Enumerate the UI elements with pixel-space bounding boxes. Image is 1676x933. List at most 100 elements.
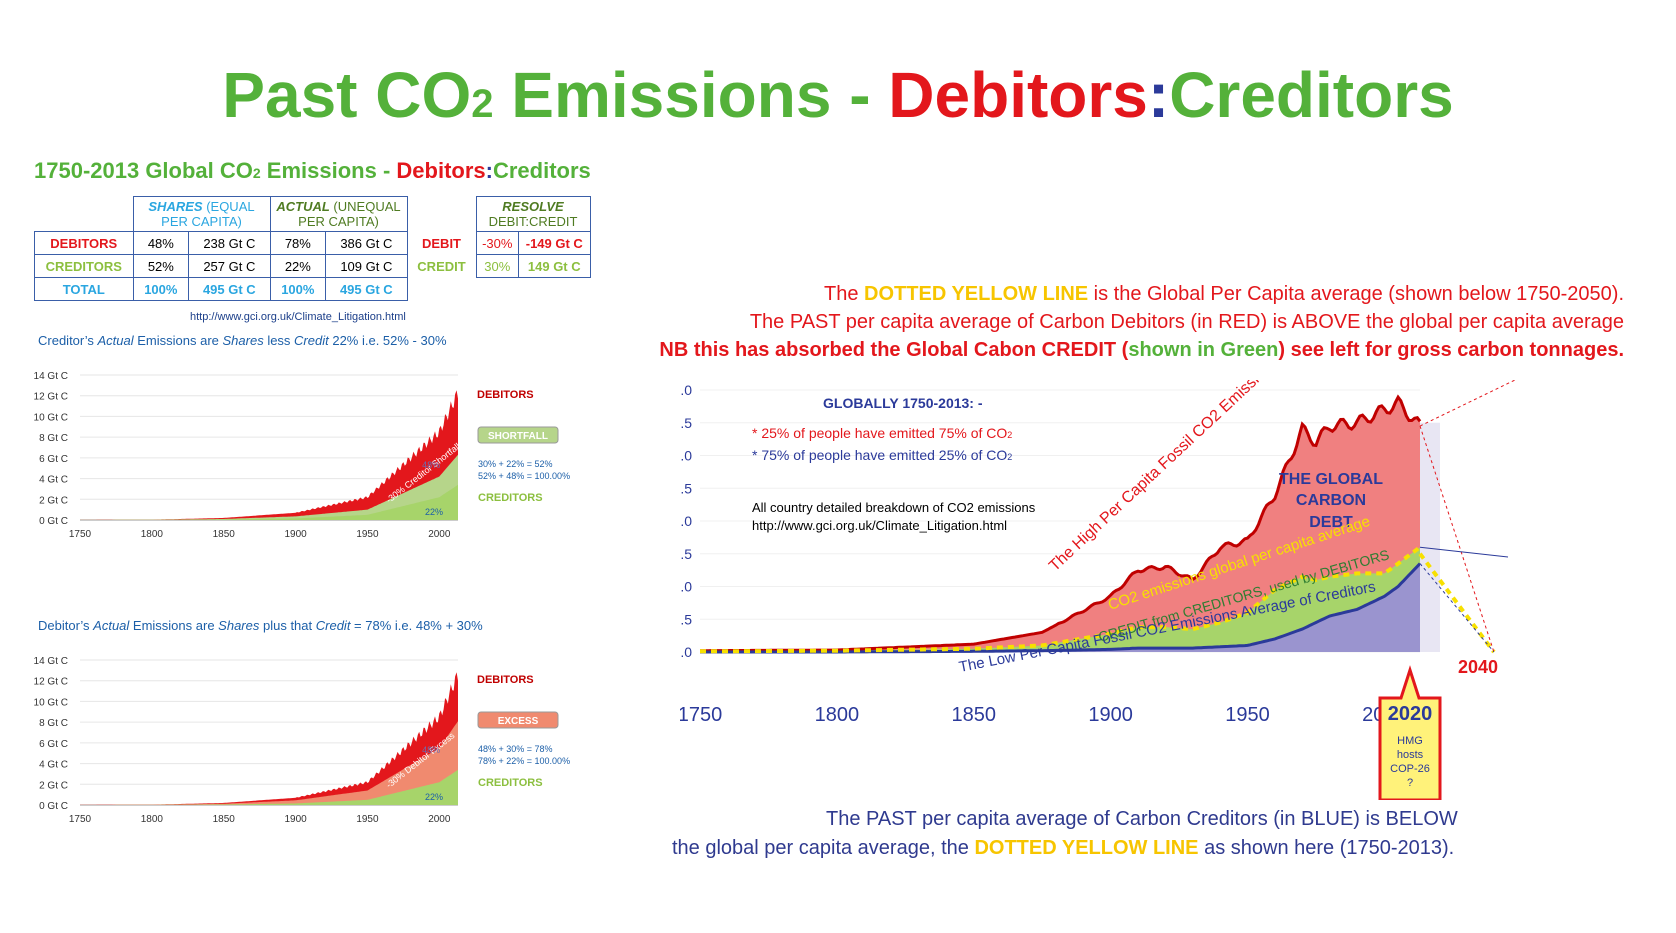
y-tick-label: 2.0 (680, 513, 692, 529)
y-tick-label: 8 Gt C (39, 433, 68, 444)
breakdown-label: All country detailed breakdown of CO2 em… (752, 500, 1036, 515)
y-tick-label: 2 Gt C (39, 780, 68, 791)
subscript: 2 (1007, 452, 1012, 462)
y-tick-label: 3.0 (680, 448, 692, 464)
shares-header: SHARES (EQUAL PER CAPITA) (132, 196, 271, 232)
y-tick-label: 12 Gt C (34, 392, 68, 403)
x-tick-label: 1800 (815, 704, 860, 726)
cell: 386 Gt C (325, 231, 408, 255)
x-tick-label: 1900 (284, 814, 307, 825)
badge (477, 711, 559, 729)
cell: -30% (475, 231, 520, 255)
label-creditors: CREDITORS (478, 492, 543, 504)
table-corner (35, 197, 134, 232)
y-tick-label: 0 Gt C (39, 516, 68, 527)
note-part: 22% i.e. 52% - 30% (328, 333, 447, 348)
subtitle-sub: 2 (252, 165, 261, 181)
carbon-debt-label-3: DEBT (1309, 514, 1353, 531)
x-tick-label: 1850 (213, 529, 236, 540)
y-tick-label: 1.5 (680, 546, 692, 562)
x-tick-label: 1900 (1088, 704, 1133, 726)
cell: 149 Gt C (518, 254, 591, 278)
subtitle-part: 1750-2013 Global CO (34, 158, 253, 183)
right-text-line-2: The PAST per capita average of Carbon De… (749, 311, 1624, 333)
x-tick-label: 1750 (680, 704, 722, 726)
carbon-debt-label-1: THE GLOBAL (1279, 471, 1383, 488)
shares-header-b: (EQUAL PER CAPITA) (161, 199, 255, 229)
contraction-line (1418, 552, 1496, 654)
resolve-header-a: RESOLVE (502, 199, 564, 214)
y-tick-label: 10 Gt C (34, 697, 68, 708)
in-pct-top: 48% (422, 460, 440, 470)
x-tick-label: 1950 (1225, 704, 1270, 726)
actual-header: ACTUAL (UNEQUAL PER CAPITA) (269, 196, 408, 232)
row-tag: DEBIT (422, 235, 461, 251)
y-tick-label: 0.0 (680, 644, 692, 660)
x-tick-label: 1750 (69, 814, 92, 825)
title-debitors: Debitors (888, 59, 1148, 131)
cell: 109 Gt C (325, 254, 408, 278)
debitors-line (700, 394, 1422, 653)
x-tick-label: 1850 (952, 704, 997, 726)
carbon-debt-label-2: CARBON (1296, 492, 1366, 509)
note-part: Actual (93, 618, 130, 633)
cell: 495 Gt C (325, 277, 408, 301)
dotted-yellow-line-label: DOTTED YELLOW LINE (864, 283, 1089, 305)
x-tick-label: 1850 (213, 814, 236, 825)
shares-table: SHARES (EQUAL PER CAPITA) ACTUAL (UNEQUA… (34, 196, 591, 301)
convergence-line-low (1419, 563, 1495, 653)
note-debitors: Debitor’s Actual Emissions are Shares pl… (38, 618, 483, 633)
projection-line-flat (1419, 546, 1509, 558)
x-tick-label: 1900 (284, 529, 307, 540)
resolve-header-b: DEBIT:CREDIT (488, 214, 578, 229)
row-label: TOTAL (34, 277, 134, 301)
in-pct-bottom: 22% (425, 792, 443, 802)
subtitle-debitors: Debitors (396, 158, 486, 183)
cell-empty (519, 278, 590, 301)
y-tick-label: 10 Gt C (34, 412, 68, 423)
text-part: the global per capita average, the (672, 837, 975, 859)
callout-text-2: hosts (1397, 749, 1424, 761)
cell-empty (407, 278, 476, 301)
subtitle-creditors: Creditors (492, 158, 591, 183)
title-creditors: Creditors (1169, 59, 1454, 131)
callout-text-1: HMG (1397, 735, 1423, 747)
y-tick-label: 12 Gt C (34, 677, 68, 688)
x-tick-label: 1750 (69, 529, 92, 540)
cell: 100% (132, 277, 190, 301)
label-creditors: CREDITORS (478, 777, 543, 789)
label-debitors: DEBITORS (477, 389, 534, 401)
row-label: DEBITORS (34, 231, 134, 255)
subtitle-colon: : (485, 158, 493, 183)
table-row: TOTAL 100% 495 Gt C 100% 495 Gt C (34, 277, 591, 301)
badge-text: SHORTFALL (488, 431, 548, 442)
in-pct-top: 48% (422, 745, 440, 755)
row-label: CREDITORS (34, 254, 134, 278)
title-part: Emissions - (493, 59, 889, 131)
right-text-line-3: NB this has absorbed the Global Cabon CR… (659, 339, 1624, 362)
note-part: plus that (259, 618, 316, 633)
note-part: = 78% i.e. 48% + 30% (350, 618, 483, 633)
note-part: less (263, 333, 295, 348)
cell-empty (476, 278, 519, 301)
x-tick-label: 1800 (141, 814, 164, 825)
projection-strip (1420, 422, 1440, 652)
row-tag: CREDIT (417, 258, 466, 274)
creditors-area (700, 563, 1420, 652)
cell: 257 Gt C (188, 254, 271, 278)
note-part: Emissions are (129, 618, 219, 633)
callout-text-4: ? (1407, 777, 1413, 789)
bottom-text-line-2: the global per capita average, the DOTTE… (672, 837, 1454, 860)
projection-line-up (1419, 380, 1516, 427)
x-tick-label: 1950 (356, 814, 379, 825)
callout-text-3: COP-26 (1390, 763, 1430, 775)
cell: 78% (269, 231, 327, 255)
note-part: Emissions are (133, 333, 223, 348)
callout-box (1378, 665, 1442, 800)
badge-text: EXCESS (498, 716, 539, 727)
table-url-link[interactable]: http://www.gci.org.uk/Climate_Litigation… (190, 311, 406, 323)
y-tick-label: 8 Gt C (39, 718, 68, 729)
title-colon: : (1147, 59, 1170, 131)
text-part: ) see left for gross carbon tonnages. (1278, 339, 1624, 361)
table-row: CREDITORS 52% 257 Gt C 22% 109 Gt C CRED… (34, 254, 591, 278)
